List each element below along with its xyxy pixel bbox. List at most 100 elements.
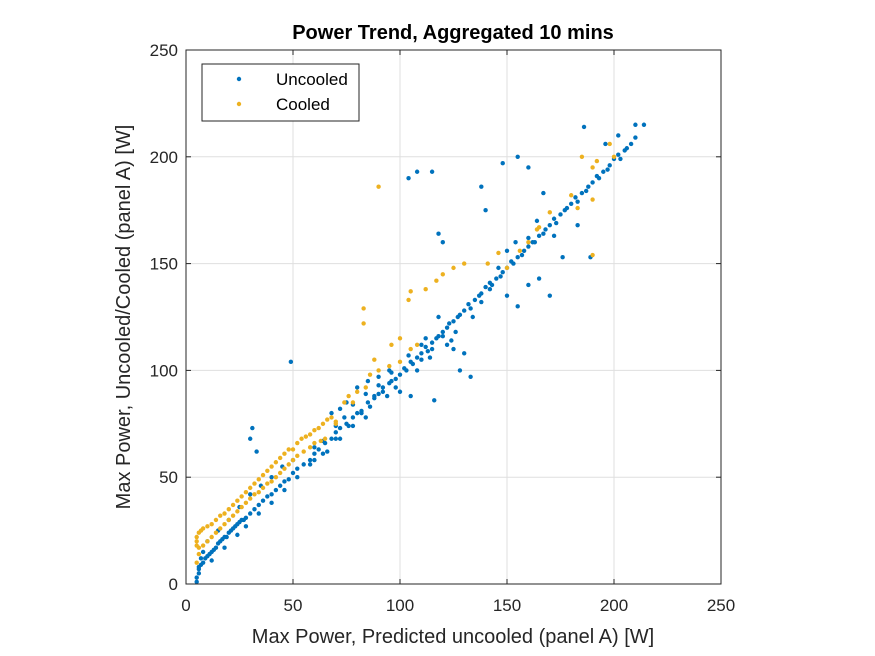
data-point	[526, 235, 531, 241]
data-point	[342, 400, 347, 405]
data-point	[218, 513, 223, 518]
data-point	[515, 254, 520, 260]
data-point	[397, 359, 403, 365]
data-point	[419, 342, 424, 347]
data-point	[282, 479, 287, 484]
data-point	[419, 351, 424, 356]
data-point	[312, 428, 317, 433]
axes-box	[185, 49, 722, 585]
data-point	[397, 336, 403, 341]
data-point	[286, 447, 291, 452]
data-point	[436, 314, 441, 320]
y-tick-label: 200	[150, 148, 178, 167]
data-point	[288, 359, 294, 365]
data-point	[596, 175, 602, 181]
data-point	[295, 475, 300, 480]
data-point	[307, 457, 313, 463]
data-point	[581, 124, 587, 130]
data-point	[205, 539, 210, 544]
data-point	[628, 141, 634, 147]
data-point	[342, 415, 347, 420]
data-point	[579, 154, 585, 159]
data-point	[517, 248, 523, 253]
data-point	[569, 193, 574, 198]
data-point	[485, 261, 490, 266]
data-point	[406, 175, 411, 181]
data-point	[562, 208, 567, 213]
data-point	[299, 436, 304, 441]
data-point	[196, 571, 202, 576]
data-point	[380, 389, 386, 394]
data-point	[551, 233, 557, 239]
legend: Uncooled Cooled	[201, 63, 360, 122]
data-point	[380, 385, 386, 390]
data-point	[307, 462, 313, 467]
data-point	[444, 325, 450, 330]
data-point	[243, 489, 249, 495]
data-point	[273, 487, 279, 493]
data-point	[325, 449, 330, 454]
data-point	[376, 184, 381, 189]
data-points	[194, 122, 647, 585]
data-point	[318, 438, 324, 444]
data-point	[423, 344, 428, 350]
data-point	[329, 415, 334, 420]
data-point	[427, 355, 433, 360]
x-tick-label: 200	[600, 596, 628, 615]
data-point	[504, 265, 510, 271]
data-point	[451, 265, 456, 271]
data-point	[316, 447, 321, 452]
data-point	[213, 545, 219, 550]
plot-area	[186, 50, 721, 584]
data-point	[200, 526, 206, 531]
data-point	[444, 342, 450, 347]
x-tick-label: 150	[493, 596, 521, 615]
data-point	[590, 165, 595, 170]
data-point	[536, 225, 542, 230]
x-tick-label: 0	[181, 596, 190, 615]
data-point	[254, 449, 259, 454]
data-point	[603, 141, 608, 147]
data-point	[235, 498, 240, 503]
data-point	[376, 368, 381, 373]
data-point	[434, 278, 439, 283]
data-point	[575, 222, 580, 228]
data-point	[389, 370, 394, 375]
data-point	[466, 301, 471, 307]
x-tick-label: 100	[386, 596, 414, 615]
data-point	[367, 404, 373, 409]
data-point	[248, 485, 253, 491]
data-point	[547, 210, 552, 215]
data-point	[337, 425, 343, 431]
data-point	[462, 351, 467, 356]
data-point	[329, 436, 334, 441]
data-point	[504, 293, 510, 298]
data-point	[594, 158, 600, 164]
data-point	[554, 220, 559, 226]
data-point	[536, 233, 542, 239]
data-point	[346, 423, 351, 429]
data-point	[269, 464, 274, 469]
data-point	[468, 306, 473, 311]
data-point	[462, 308, 467, 313]
data-point	[226, 507, 231, 512]
data-point	[408, 346, 413, 352]
data-point	[393, 385, 398, 390]
data-point	[194, 534, 199, 540]
data-point	[256, 477, 261, 482]
data-point	[414, 169, 420, 174]
data-point	[569, 201, 574, 206]
data-point	[269, 500, 274, 506]
data-point	[526, 165, 531, 170]
data-point	[269, 475, 274, 480]
data-point	[252, 492, 257, 497]
data-point	[515, 304, 520, 309]
data-point	[590, 180, 595, 185]
data-point	[483, 284, 488, 290]
data-point	[248, 496, 253, 501]
data-point	[235, 532, 240, 538]
data-point	[200, 560, 206, 565]
data-point	[359, 410, 364, 416]
data-point	[320, 451, 326, 456]
data-point	[449, 338, 454, 343]
